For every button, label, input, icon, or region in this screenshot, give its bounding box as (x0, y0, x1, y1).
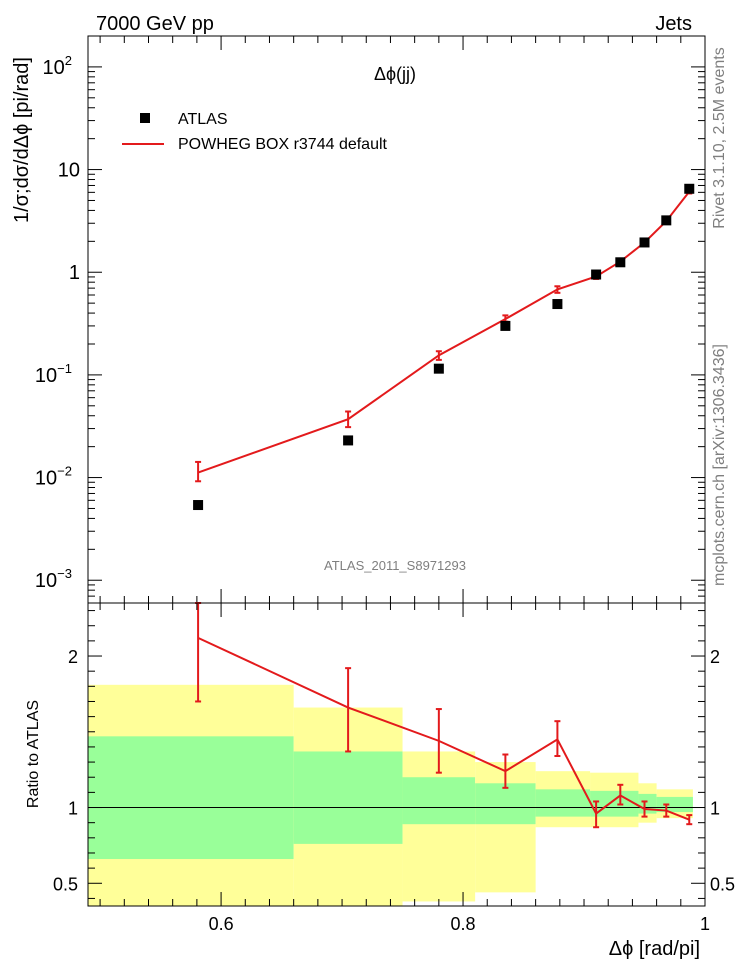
ratio-y-tick-label-left: 1 (68, 799, 78, 819)
ratio-powheg-line (197, 636, 690, 821)
atlas-data-point (684, 183, 695, 194)
main-y-tick-label: 10−1 (35, 361, 72, 387)
main-y-tick-label: 10−3 (35, 566, 72, 592)
analysis-watermark: ATLAS_2011_S8971293 (324, 558, 466, 573)
powheg-line (197, 190, 691, 474)
x-tick-label: 0.6 (209, 914, 234, 934)
category-label: Jets (655, 13, 692, 35)
atlas-data-point (639, 237, 650, 248)
main-y-tick-label: 10 (58, 160, 80, 182)
atlas-data-point (591, 269, 602, 280)
ratio-green-band (402, 777, 476, 825)
main-y-tick-label: 10−2 (35, 464, 72, 490)
ratio-y-tick-label-left: 2 (68, 647, 78, 667)
legend-marker-atlas (140, 113, 150, 123)
legend-label-atlas: ATLAS (178, 111, 228, 128)
main-atlas-series (193, 183, 695, 511)
source-label: mcplots.cern.ch [arXiv:1306.3436] (711, 344, 728, 586)
main-panel: 102 10 1 10−1 10−2 10−3 Δϕ(jj) 1/σ;dσ/dΔϕ [pi… (11, 35, 706, 604)
main-mc-series (195, 188, 693, 483)
atlas-data-point (343, 435, 354, 446)
ratio-y-tick-label-right: 0.5 (710, 874, 735, 894)
ratio-mc-series (195, 602, 693, 829)
x-axis-label: Δϕ [rad/pi] (609, 938, 700, 960)
atlas-data-point (615, 257, 626, 268)
ratio-y-tick-label-right: 1 (710, 799, 720, 819)
main-y-axis-label: 1/σ;dσ/dΔϕ [pi/rad] (11, 57, 33, 223)
x-tick-label: 0.8 (451, 914, 476, 934)
ratio-y-ticks: 0.5 0.5 1 1 2 2 (53, 610, 735, 899)
ratio-y-axis-label: Ratio to ATLAS (25, 700, 42, 808)
energy-label: 7000 GeV pp (96, 13, 214, 35)
ratio-yellow-band (402, 751, 476, 902)
ratio-x-ticks: 0.6 0.8 1 (99, 603, 710, 934)
main-y-ticks: 102 10 1 10−1 10−2 10−3 (35, 35, 705, 604)
main-y-tick-label: 102 (43, 53, 72, 79)
atlas-data-point (433, 363, 444, 374)
main-y-tick-label: 1 (69, 262, 80, 284)
ratio-panel: 0.5 0.51 12 2 0.6 0.8 1 Ratio to ATLAS Δϕ [ra… (25, 602, 735, 960)
atlas-data-point (193, 500, 204, 511)
rivet-version-label: Rivet 3.1.10, 2.5M events (711, 47, 728, 228)
legend-label-powheg: POWHEG BOX r3744 default (178, 136, 388, 153)
ratio-y-tick-label-left: 0.5 (53, 874, 78, 894)
main-x-ticks (99, 36, 706, 603)
ratio-green-band (475, 783, 536, 825)
main-title: Δϕ(jj) (374, 64, 416, 84)
ratio-green-band (535, 789, 591, 817)
x-tick-label: 1 (700, 914, 710, 934)
ratio-green-band (293, 751, 403, 844)
ratio-frame (87, 602, 706, 907)
ratio-uncertainty-bands (88, 684, 693, 906)
ratio-green-band (88, 736, 294, 860)
atlas-data-point (661, 215, 672, 226)
legend: ATLAS POWHEG BOX r3744 default (122, 111, 388, 153)
ratio-y-tick-label-right: 2 (710, 647, 720, 667)
atlas-data-point (552, 299, 563, 310)
atlas-data-point (500, 320, 511, 331)
